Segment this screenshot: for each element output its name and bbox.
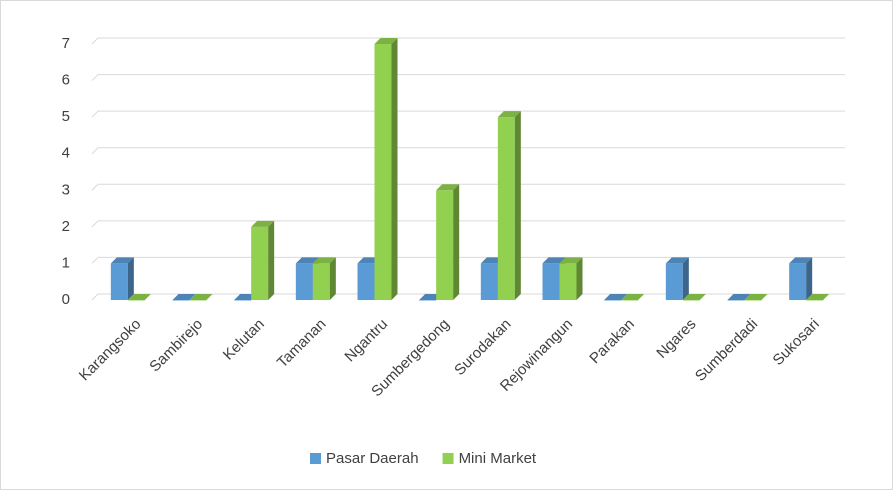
legend-swatch — [442, 453, 454, 464]
bar — [497, 111, 521, 301]
grid-line-side — [91, 183, 99, 191]
bar — [110, 257, 134, 300]
y-tick-label: 7 — [62, 35, 70, 52]
bar — [604, 294, 628, 301]
grid-line-side — [91, 110, 99, 118]
bar — [665, 257, 689, 300]
bar — [727, 294, 751, 301]
bar — [251, 220, 275, 300]
grid-line-side — [91, 293, 99, 301]
bar — [789, 257, 813, 300]
bar — [806, 294, 830, 301]
bar — [172, 294, 196, 301]
legend-label: Mini Market — [459, 450, 537, 467]
grid-line-side — [91, 37, 99, 45]
bar — [744, 294, 768, 301]
y-tick-label: 3 — [62, 181, 70, 198]
bar — [436, 184, 460, 300]
grid-line-side — [91, 74, 99, 81]
bar — [189, 294, 213, 301]
bar — [127, 294, 151, 301]
y-tick-label: 0 — [62, 291, 70, 308]
y-tick-label: 1 — [62, 254, 70, 271]
bar — [682, 294, 706, 301]
grid-line-side — [91, 257, 99, 264]
y-tick-label: 6 — [62, 72, 70, 89]
legend-label: Pasar Daerah — [326, 450, 419, 467]
bar — [312, 257, 336, 300]
y-tick-label: 4 — [62, 145, 70, 162]
y-tick-label: 5 — [62, 108, 70, 125]
bar — [374, 38, 398, 300]
grid-line-side — [91, 220, 99, 228]
y-tick-label: 2 — [62, 218, 70, 235]
grid-line-side — [91, 147, 99, 155]
legend-swatch — [310, 453, 321, 464]
bar — [621, 294, 645, 301]
bar — [559, 257, 583, 300]
